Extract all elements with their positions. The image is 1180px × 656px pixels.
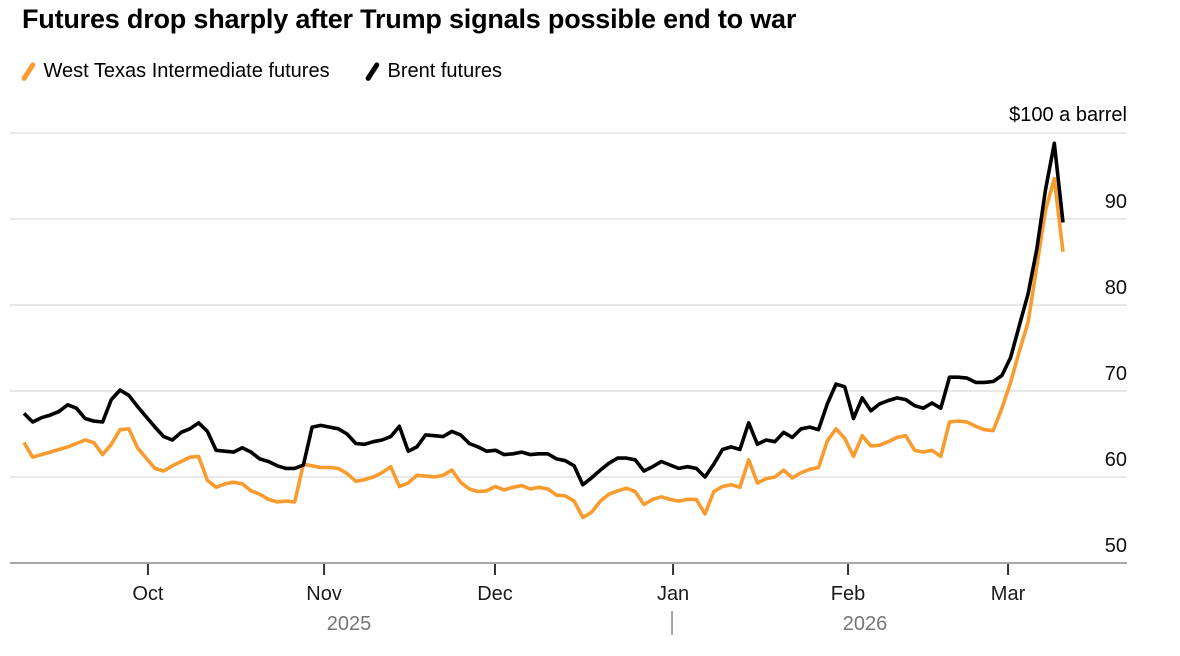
- month-label: Jan: [657, 583, 689, 605]
- y-axis-unit-label: $100 a barrel: [1009, 104, 1127, 126]
- brent-futures-line: [22, 141, 1065, 487]
- y-axis-label: 60: [1105, 449, 1127, 471]
- legend-item-brent: Brent futures: [364, 57, 502, 85]
- month-label: Feb: [831, 583, 865, 605]
- y-axis-label: 70: [1105, 363, 1127, 385]
- y-axis-label: 90: [1105, 191, 1127, 213]
- month-label: Nov: [306, 583, 342, 605]
- wti-futures-line: [22, 176, 1065, 520]
- year-label: 2026: [843, 613, 888, 635]
- month-label: Oct: [132, 583, 164, 605]
- chart-legend: West Texas Intermediate futures Brent fu…: [0, 57, 1180, 85]
- legend-label-brent: Brent futures: [387, 59, 503, 82]
- legend-label-wti: West Texas Intermediate futures: [43, 59, 330, 82]
- year-label: 2025: [327, 613, 372, 635]
- month-label: Mar: [991, 583, 1026, 605]
- y-axis-label: 50: [1105, 535, 1127, 557]
- chart-title: Futures drop sharply after Trump signals…: [22, 4, 797, 34]
- y-axis-label: 80: [1105, 277, 1127, 299]
- month-label: Dec: [477, 583, 513, 605]
- legend-item-wti: West Texas Intermediate futures: [20, 57, 330, 85]
